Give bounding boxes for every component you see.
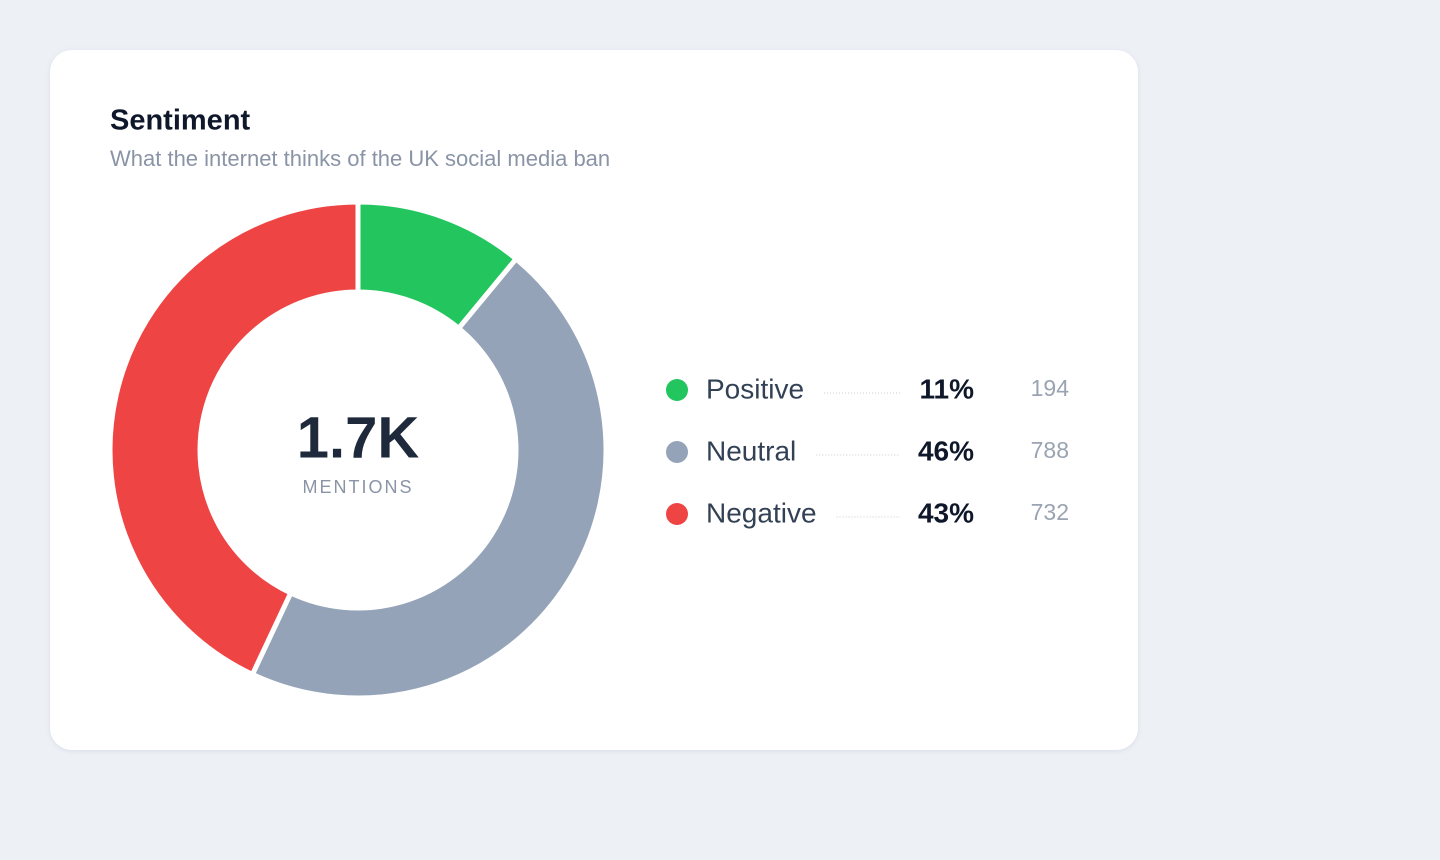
legend-percent: 43% (918, 497, 974, 528)
legend-dot (666, 503, 688, 525)
legend: Positive 11% 194 Neutral 46% 788 Negative 43% 73… (666, 373, 1069, 528)
chart-subtitle: What the internet thinks of the UK socia… (110, 146, 610, 171)
legend-percent: 46% (918, 435, 974, 466)
donut-slice (249, 255, 609, 701)
legend-count: 732 (1031, 499, 1069, 525)
center-value: 1.7K (297, 405, 420, 470)
legend-label: Negative (706, 497, 817, 528)
center-label: MENTIONS (302, 477, 413, 497)
legend-label: Positive (706, 373, 804, 404)
chart-title: Sentiment (110, 105, 251, 137)
legend-percent: 11% (920, 373, 975, 404)
legend-label: Neutral (706, 435, 796, 466)
legend-dot (666, 441, 688, 463)
legend-count: 788 (1031, 437, 1069, 463)
donut (107, 199, 609, 701)
legend-count: 194 (1031, 375, 1070, 401)
donut-slice (107, 199, 361, 678)
legend-dot (666, 379, 688, 401)
